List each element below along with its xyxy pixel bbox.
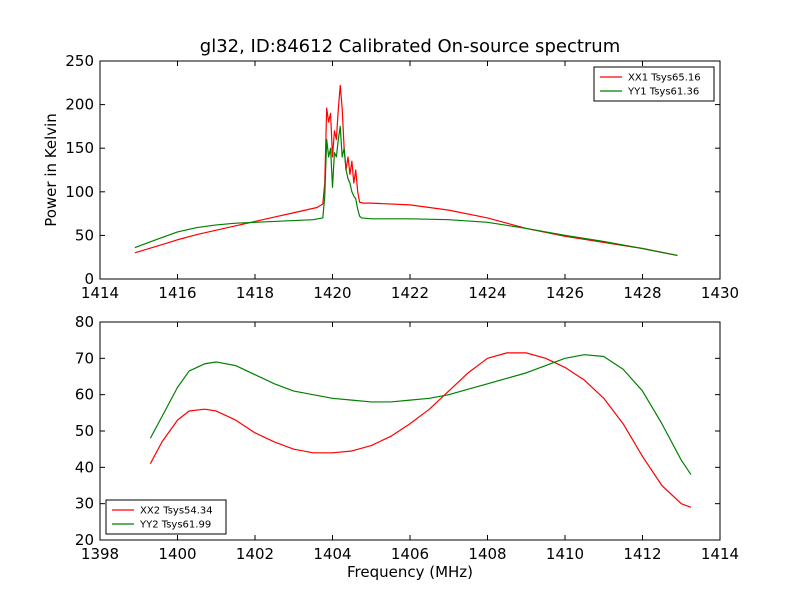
bottom-x-tick-label: 1412 xyxy=(623,545,661,563)
bottom-y-tick-label: 30 xyxy=(75,495,94,513)
top-x-tick-label: 1424 xyxy=(468,284,506,302)
bottom-y-tick-label: 70 xyxy=(75,349,94,367)
top-x-tick-label: 1416 xyxy=(158,284,196,302)
top-legend-box xyxy=(593,66,715,102)
bottom-x-tick-label: 1408 xyxy=(468,545,506,563)
top-x-tick-label: 1428 xyxy=(623,284,661,302)
bottom-x-tick-label: 1402 xyxy=(236,545,274,563)
top-y-tick-label: 0 xyxy=(84,270,94,288)
bottom-x-tick-label: 1398 xyxy=(81,545,119,563)
bottom-y-tick-label: 20 xyxy=(75,531,94,549)
chart-title: gl32, ID:84612 Calibrated On-source spec… xyxy=(200,36,620,57)
bottom-x-tick-label: 1406 xyxy=(391,545,429,563)
top-series-line-1 xyxy=(134,84,678,257)
bottom-legend-box xyxy=(105,499,227,535)
bottom-x-tick-label: 1400 xyxy=(158,545,196,563)
bottom-y-tick-label: 50 xyxy=(75,422,94,440)
bottom-y-tick-label: 40 xyxy=(75,458,94,476)
top-y-tick-label: 250 xyxy=(65,52,94,70)
top-x-tick-label: 1420 xyxy=(313,284,351,302)
bottom-x-axis-label: Frequency (MHz) xyxy=(347,563,473,581)
top-x-tick-label: 1418 xyxy=(236,284,274,302)
top-y-axis-label: Power in Kelvin xyxy=(42,113,60,227)
top-y-tick-label: 100 xyxy=(65,183,94,201)
top-legend: XX1 Tsys65.16 YY1 Tsys61.36 xyxy=(593,66,715,102)
bottom-x-tick-label: 1410 xyxy=(546,545,584,563)
top-legend-label-1: XX1 Tsys65.16 xyxy=(628,73,701,84)
top-x-tick-label: 1422 xyxy=(391,284,429,302)
top-y-tick-label: 50 xyxy=(75,226,94,244)
bottom-series-line-1 xyxy=(149,352,692,508)
top-x-tick-label: 1430 xyxy=(701,284,739,302)
top-spectrum-panel: 1414 1416 1418 1420 1422 1424 1426 1428 1430 0 50 1… xyxy=(65,52,739,302)
top-legend-label-2: YY1 Tsys61.36 xyxy=(627,87,699,98)
top-y-tick-label: 150 xyxy=(65,139,94,157)
bottom-x-tick-label: 1404 xyxy=(313,545,351,563)
bottom-spectrum-panel: 1398 1400 1402 1404 1406 1408 1410 1412 1414 20 30… xyxy=(75,313,739,563)
bottom-series-line-2 xyxy=(149,354,692,475)
top-y-tick-label: 200 xyxy=(65,96,94,114)
bottom-legend-label-1: XX2 Tsys54.34 xyxy=(140,506,213,517)
bottom-legend-label-2: YY2 Tsys61.99 xyxy=(139,520,211,531)
bottom-legend: XX2 Tsys54.34 YY2 Tsys61.99 xyxy=(105,499,227,535)
bottom-y-tick-label: 60 xyxy=(75,386,94,404)
top-series-line-2 xyxy=(134,125,678,257)
top-x-tick-label: 1426 xyxy=(546,284,584,302)
top-x-tick-label: 1414 xyxy=(81,284,119,302)
bottom-x-tick-label: 1414 xyxy=(701,545,739,563)
bottom-y-tick-label: 80 xyxy=(75,313,94,331)
